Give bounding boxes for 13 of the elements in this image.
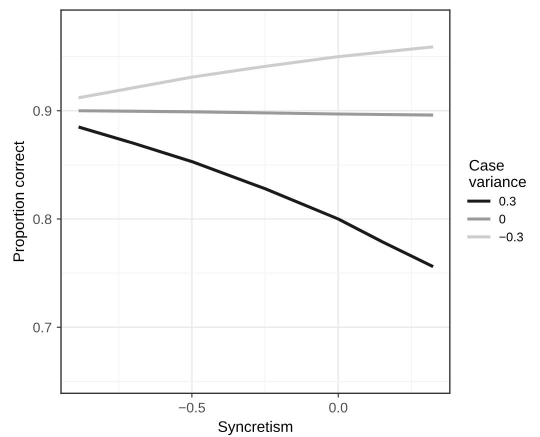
y-tick-label: 0.7 (33, 322, 52, 332)
y-tick-label: 0.8 (33, 214, 52, 224)
x-tick-label: −0.5 (178, 402, 206, 413)
line-series (77, 45, 435, 100)
y-axis-title: Proportion correct (12, 141, 28, 262)
legend-label: 0 (499, 214, 506, 224)
x-axis-title: Syncretism (218, 420, 292, 436)
y-tick-label: 0.9 (33, 106, 52, 116)
legend-label: 0.3 (499, 196, 516, 206)
x-tick-label: 0.0 (329, 402, 348, 413)
legend-label: −0.3 (499, 232, 523, 242)
legend-title: Case variance (468, 160, 526, 188)
line-series (77, 125, 435, 268)
